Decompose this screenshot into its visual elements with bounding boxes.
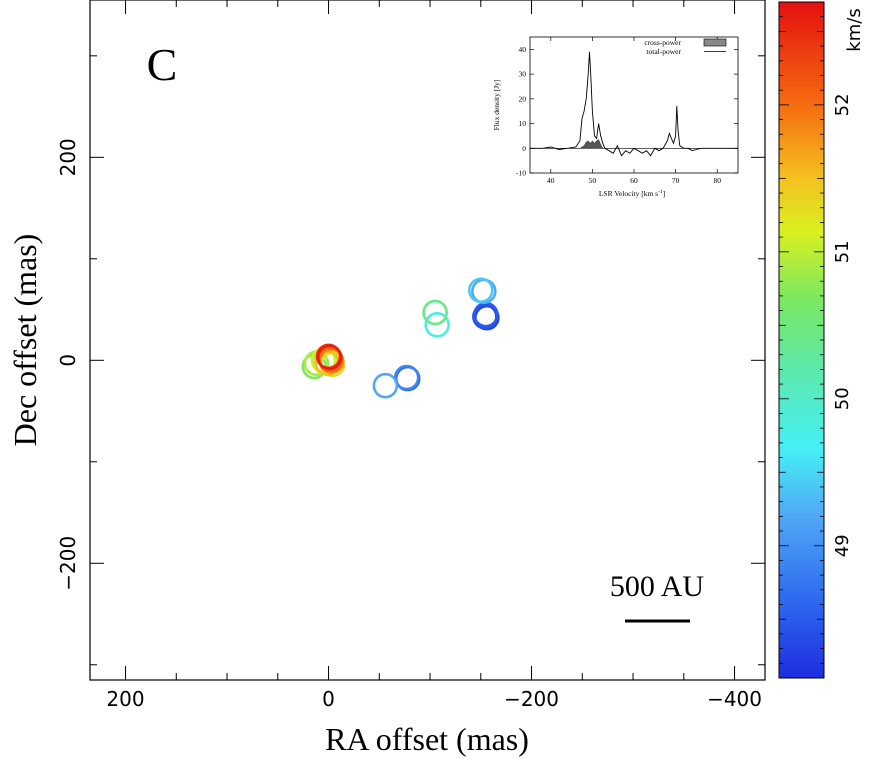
y-tick-label: −200	[56, 536, 80, 591]
main-tick-labels: 200 0 −200 −400 200 0 −200	[56, 138, 762, 711]
colorbar-tick-label: 50	[832, 387, 853, 410]
colorbar: 49 50 51 52 km/s	[778, 1, 865, 679]
inset-x-tick-label: 50	[589, 176, 597, 185]
spectrum-inset: 40 50 60 70 80 -10 0 10 20 30 40 cross-power total…	[492, 36, 739, 198]
panel-label: C	[147, 39, 178, 90]
maser-spots	[301, 277, 500, 399]
inset-y-tick-label: 30	[519, 70, 527, 79]
y-axis-label: Dec offset (mas)	[7, 234, 43, 447]
x-tick-label: −200	[504, 687, 559, 711]
cross-power-spectrum	[578, 139, 604, 149]
legend-total-power: total-power	[646, 47, 681, 56]
x-tick-label: −400	[707, 687, 762, 711]
colorbar-ticks: 49 50 51 52	[779, 16, 853, 664]
colorbar-tick-label: 52	[832, 93, 853, 116]
maser-spot	[467, 277, 494, 304]
x-axis-label: RA offset (mas)	[325, 721, 529, 757]
inset-y-tick-label: 10	[519, 119, 527, 128]
inset-axis-ticks: 40 50 60 70 80 -10 0 10 20 30 40	[516, 37, 738, 185]
inset-x-tick-label: 40	[547, 176, 555, 185]
x-tick-label: 200	[106, 687, 144, 711]
inset-y-tick-label: -10	[516, 169, 526, 178]
y-tick-label: 200	[56, 138, 80, 176]
x-tick-label: 0	[322, 687, 335, 711]
inset-x-tick-label: 70	[672, 176, 680, 185]
legend-cross-power-swatch	[703, 38, 727, 47]
inset-x-tick-label: 80	[713, 176, 721, 185]
inset-y-tick-label: 40	[519, 45, 527, 54]
colorbar-tick-label: 51	[832, 240, 853, 263]
inset-y-tick-label: 20	[519, 94, 527, 103]
total-power-spectrum	[530, 51, 738, 157]
main-axis-ticks	[90, 0, 765, 680]
maser-spot	[424, 311, 450, 338]
inset-y-label: Flux density [Jy]	[492, 80, 501, 131]
colorbar-unit-label: km/s	[844, 8, 865, 51]
maser-spot	[372, 372, 399, 399]
colorbar-tick-label: 49	[832, 534, 853, 557]
maser-spot	[422, 299, 448, 326]
maser-spot	[316, 344, 343, 371]
legend-cross-power: cross-power	[644, 38, 681, 47]
colorbar-gradient	[778, 1, 825, 679]
inset-x-tick-label: 60	[630, 176, 638, 185]
inset-frame	[529, 36, 739, 174]
scale-bar-label: 500 AU	[610, 570, 705, 603]
y-tick-label: 0	[56, 354, 80, 367]
inset-y-tick-label: 0	[522, 144, 526, 153]
inset-x-label: LSR Velocity [km s-1]	[599, 189, 665, 198]
